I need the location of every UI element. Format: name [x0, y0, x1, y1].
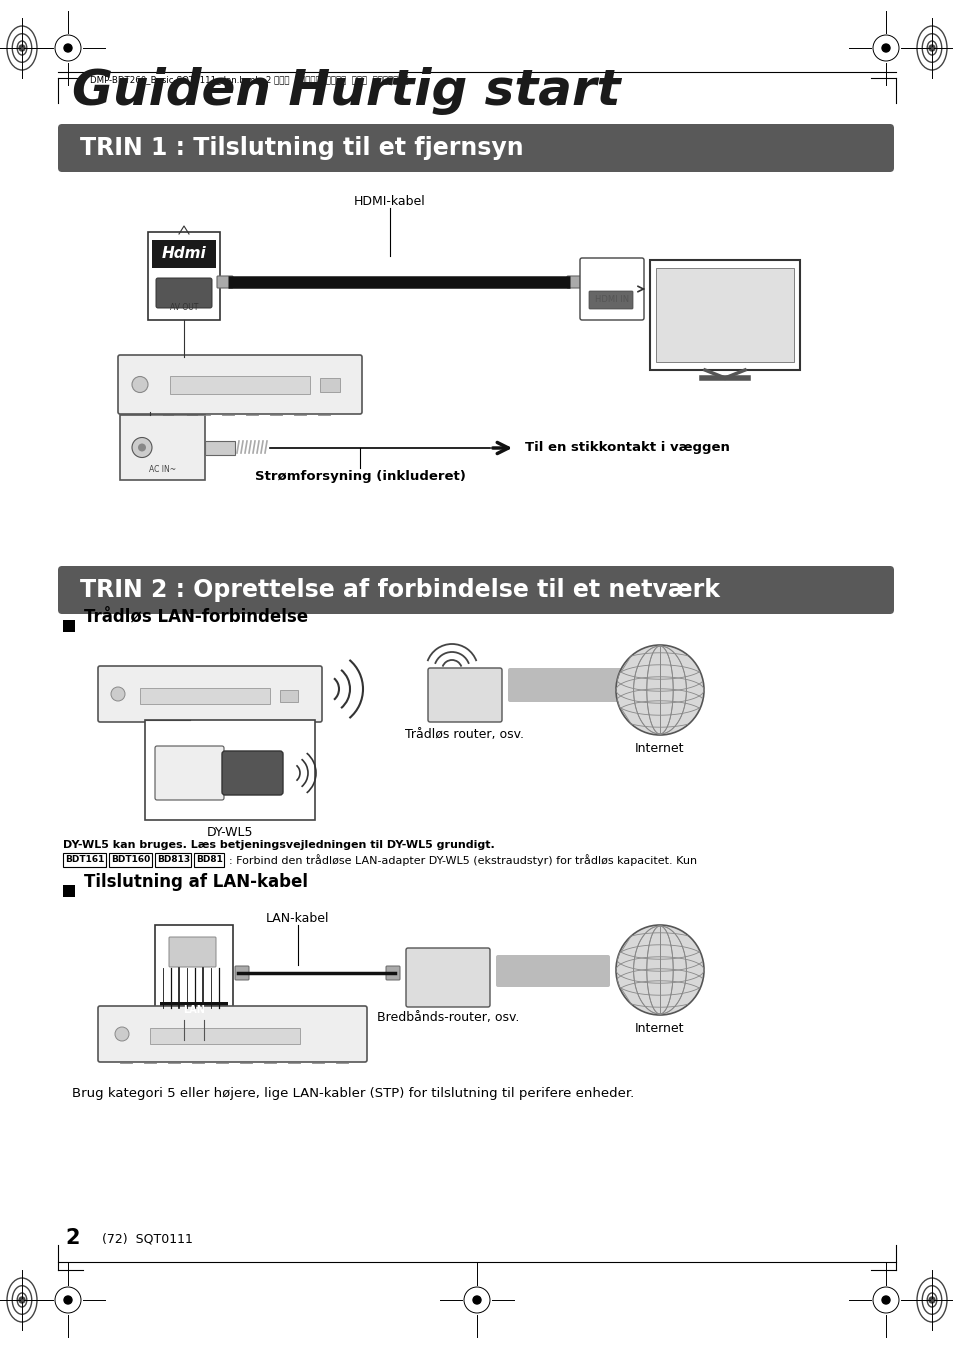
Text: 2: 2 [65, 1228, 79, 1248]
Circle shape [473, 1295, 480, 1304]
FancyBboxPatch shape [156, 278, 212, 307]
Bar [154, 925, 233, 1020]
Text: LAN: LAN [183, 1006, 205, 1015]
Text: : Forbind den trådløse LAN-adapter DY-WL5 (ekstraudstyr) for trådløs kapacitet. : : Forbind den trådløse LAN-adapter DY-WL… [230, 855, 697, 865]
Bar [120, 415, 205, 480]
Text: BD81: BD81 [196, 856, 223, 864]
Circle shape [64, 1295, 71, 1304]
Text: (72)  SQT0111: (72) SQT0111 [102, 1232, 193, 1246]
Bar [160, 1002, 228, 1018]
Circle shape [19, 1297, 25, 1304]
Ellipse shape [616, 644, 703, 735]
Ellipse shape [616, 925, 703, 1015]
Text: HDMI IN: HDMI IN [595, 295, 628, 305]
FancyBboxPatch shape [507, 669, 621, 702]
Text: Internet: Internet [635, 741, 684, 755]
Text: Hdmi: Hdmi [161, 247, 206, 262]
FancyBboxPatch shape [496, 954, 609, 987]
FancyBboxPatch shape [118, 355, 361, 414]
Bar [145, 720, 314, 820]
Text: DY-WL5 kan bruges. Læs betjeningsvejledningen til DY-WL5 grundigt.: DY-WL5 kan bruges. Læs betjeningsvejledn… [63, 840, 495, 851]
Bar [205, 441, 234, 456]
Text: LAN-kabel: LAN-kabel [266, 913, 330, 925]
Bar [140, 687, 270, 704]
Bar [319, 377, 339, 392]
Text: Tilslutning af LAN-kabel: Tilslutning af LAN-kabel [84, 874, 308, 891]
Circle shape [132, 438, 152, 457]
FancyBboxPatch shape [566, 276, 582, 288]
FancyBboxPatch shape [406, 948, 490, 1007]
Text: Internet: Internet [635, 1022, 684, 1035]
Text: TRIN 1 : Tilslutning til et fjernsyn: TRIN 1 : Tilslutning til et fjernsyn [80, 136, 523, 160]
FancyBboxPatch shape [579, 257, 643, 319]
Text: HDMI-kabel: HDMI-kabel [354, 195, 425, 208]
Circle shape [111, 687, 125, 701]
Bar [280, 690, 297, 702]
FancyBboxPatch shape [169, 937, 215, 967]
Circle shape [115, 1027, 129, 1041]
FancyBboxPatch shape [58, 566, 893, 613]
Circle shape [19, 44, 25, 51]
Bar [656, 268, 793, 363]
Bar [150, 1029, 299, 1043]
Circle shape [132, 376, 148, 392]
Bar [152, 240, 215, 268]
FancyBboxPatch shape [234, 967, 249, 980]
Circle shape [64, 44, 71, 53]
Text: AC IN~: AC IN~ [149, 465, 176, 474]
Text: AV OUT: AV OUT [170, 303, 198, 311]
FancyBboxPatch shape [58, 124, 893, 173]
Text: Brug kategori 5 eller højere, lige LAN-kabler (STP) for tilslutning til perifere: Brug kategori 5 eller højere, lige LAN-k… [71, 1086, 634, 1100]
Text: DY-WL5: DY-WL5 [207, 826, 253, 838]
Text: BD813: BD813 [156, 856, 190, 864]
Circle shape [882, 44, 889, 53]
Text: Til en stikkontakt i væggen: Til en stikkontakt i væggen [524, 442, 729, 454]
Text: BDT161: BDT161 [65, 856, 104, 864]
Bar [63, 886, 75, 896]
FancyBboxPatch shape [428, 669, 501, 723]
Text: Strømforsyning (inkluderet): Strømforsyning (inkluderet) [254, 470, 465, 483]
Text: Trådløs router, osv.: Trådløs router, osv. [405, 728, 524, 741]
Circle shape [928, 1297, 934, 1304]
Text: DMP-BDT260_Basic-SQT0111_dan.book  2 ページ  ２０１４年１月１４日  火曜日  午後２時２１分: DMP-BDT260_Basic-SQT0111_dan.book 2 ページ … [90, 75, 408, 85]
FancyBboxPatch shape [98, 666, 322, 723]
Bar [63, 620, 75, 632]
Circle shape [928, 44, 934, 51]
Text: Guiden Hurtig start: Guiden Hurtig start [71, 67, 619, 115]
Text: BDT160: BDT160 [111, 856, 150, 864]
Bar [649, 260, 800, 369]
Circle shape [138, 443, 146, 452]
Bar [154, 853, 192, 867]
FancyBboxPatch shape [216, 276, 233, 288]
FancyBboxPatch shape [98, 1006, 367, 1062]
FancyBboxPatch shape [386, 967, 399, 980]
Bar [148, 232, 220, 319]
Circle shape [882, 1295, 889, 1304]
Bar [170, 376, 310, 394]
Text: Bredbånds-router, osv.: Bredbånds-router, osv. [376, 1011, 518, 1024]
Text: Trådløs LAN-forbindelse: Trådløs LAN-forbindelse [84, 608, 308, 625]
FancyBboxPatch shape [222, 751, 283, 795]
Bar [63, 853, 106, 867]
Bar [194, 853, 224, 867]
Bar [109, 853, 152, 867]
FancyBboxPatch shape [588, 291, 633, 309]
FancyBboxPatch shape [154, 745, 224, 799]
Text: TRIN 2 : Oprettelse af forbindelse til et netværk: TRIN 2 : Oprettelse af forbindelse til e… [80, 578, 720, 603]
